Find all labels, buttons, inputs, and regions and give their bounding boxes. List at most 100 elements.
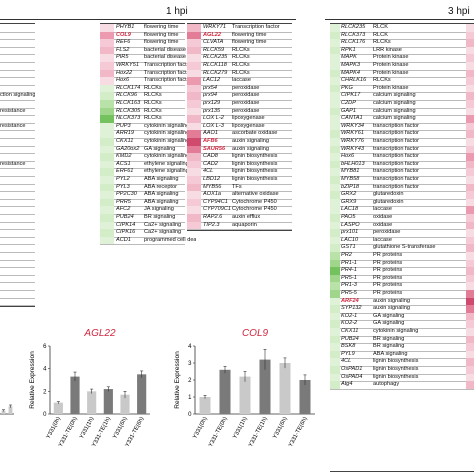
gene-function: cytokinin signaling xyxy=(144,122,190,129)
table-row: GRX2 glutaredoxin xyxy=(330,191,474,200)
heat-swatch-3hpi xyxy=(466,24,474,32)
heat-swatch xyxy=(187,138,201,146)
gene-function: alternative oxidase xyxy=(232,191,279,198)
gene-function: lignin biosynthesis xyxy=(373,358,419,365)
gene-function: cytokinin signaling xyxy=(144,153,190,160)
heat-swatch-3hpi xyxy=(466,84,474,93)
table-row: CANTA1 calcium signaling xyxy=(330,115,474,124)
gene-function: aquaporin xyxy=(232,221,257,228)
heat-swatch-1hpi xyxy=(330,274,340,283)
heat-swatch xyxy=(187,206,201,214)
heat-swatch-3hpi xyxy=(466,176,474,184)
heat-swatch xyxy=(187,198,201,207)
table-row: CLVATA flowering time xyxy=(187,39,292,48)
table-row: RLCK96 RLCKs xyxy=(100,92,185,101)
heat-swatch xyxy=(187,176,201,184)
gene-name: PR5-1 xyxy=(341,274,357,281)
gene-function: transcription factor xyxy=(373,153,420,160)
table-row: CIPK16 Ca2+ signaling xyxy=(100,229,185,238)
gene-name: prx129 xyxy=(203,100,221,106)
heat-swatch-3hpi xyxy=(466,297,474,306)
heat-swatch-3hpi xyxy=(466,259,474,268)
heat-swatch-3hpi xyxy=(466,69,474,78)
function-label xyxy=(0,237,35,245)
heat-swatch xyxy=(187,84,201,93)
heat-swatch xyxy=(100,229,114,237)
gene-function: calcium signaling xyxy=(373,107,416,114)
gene-name: PYL3 xyxy=(116,183,130,190)
y-tick-label: 0 xyxy=(43,412,47,418)
heat-swatch xyxy=(100,100,114,108)
table-row: PRR5 ABA signaling xyxy=(100,198,185,208)
gene-function: oxidase xyxy=(373,214,393,220)
heat-swatch-1hpi xyxy=(330,244,340,252)
table-row xyxy=(0,260,35,269)
table-row: bHLH013 transcription factor xyxy=(330,160,474,170)
gene-name: bZIP18 xyxy=(341,183,360,190)
table-row xyxy=(0,252,35,261)
table-row xyxy=(0,290,35,299)
gene-name: ARR19 xyxy=(116,130,135,137)
heat-swatch-1hpi xyxy=(330,54,340,62)
table-row: LOX L-3 lipoxygenase xyxy=(187,122,292,132)
table-row: LASPO oxidase xyxy=(330,221,474,231)
chart-title: COL9 xyxy=(242,328,269,339)
gene-name: LAC18 xyxy=(341,206,359,213)
bar xyxy=(219,369,231,414)
gene-function: ABA signaling xyxy=(144,191,179,198)
gene-function: auxin signaling xyxy=(373,305,411,312)
heat-swatch xyxy=(100,214,114,222)
table-row: PR5-5 PR proteins xyxy=(330,290,474,299)
heat-swatch-1hpi xyxy=(330,168,340,176)
bar xyxy=(279,363,291,414)
function-label: resistance xyxy=(0,107,26,114)
gene-function: Cytochrome P450 xyxy=(232,198,277,205)
heat-swatch-1hpi xyxy=(330,145,340,154)
heat-swatch xyxy=(100,221,114,230)
bar xyxy=(1,410,6,414)
table-row xyxy=(0,229,35,238)
function-label xyxy=(0,298,35,306)
table-row: PR2 PR proteins xyxy=(330,252,474,261)
heat-swatch xyxy=(100,168,114,176)
heat-swatch xyxy=(187,160,201,169)
heat-swatch-1hpi xyxy=(330,358,340,366)
function-label xyxy=(0,290,35,298)
heat-swatch xyxy=(100,206,114,214)
table-row: MYB56 TFs xyxy=(187,183,292,193)
heat-swatch-1hpi xyxy=(330,62,340,70)
heat-swatch xyxy=(100,153,114,161)
gene-function: Protein kinase xyxy=(373,62,409,68)
gene-function: LRR kinase xyxy=(373,46,402,53)
heat-swatch-1hpi xyxy=(330,100,340,108)
gene-function: BR signaling xyxy=(373,335,405,342)
heat-swatch-1hpi xyxy=(330,24,340,32)
table-row: GAP1 calcium signaling xyxy=(330,107,474,117)
heat-swatch-1hpi xyxy=(330,130,340,138)
gene-name: PIR5 xyxy=(116,54,129,61)
heat-swatch-3hpi xyxy=(466,77,474,85)
table-row: 4CL lignin biosynthesis xyxy=(187,168,292,177)
gene-function: flowering time xyxy=(232,31,267,38)
gene-function: peroxidase xyxy=(232,92,260,99)
function-label xyxy=(0,260,35,268)
table-row: ACS1 ethylene signaling xyxy=(100,160,189,170)
table-row xyxy=(0,199,35,208)
gene-function: laccase xyxy=(232,77,251,84)
gene-function: RLCKs xyxy=(144,107,162,114)
header-rule-right xyxy=(325,19,474,20)
heat-swatch-3hpi xyxy=(466,160,474,169)
gene-name: PR5-5 xyxy=(341,290,357,296)
heat-swatch xyxy=(100,183,114,192)
y-tick-label: 2 xyxy=(43,389,47,395)
heat-swatch-3hpi xyxy=(466,46,474,55)
bar xyxy=(299,380,311,414)
gene-name: prx135 xyxy=(203,107,221,114)
heat-swatch xyxy=(100,115,114,123)
gene-function: RLCK xyxy=(373,31,388,38)
heat-swatch-3hpi xyxy=(466,252,474,260)
table-row xyxy=(0,206,35,215)
gene-name: SAUR56 xyxy=(203,145,226,152)
heat-swatch-3hpi xyxy=(466,183,474,192)
gene-table-col2: WRKY71 Transcription factor AGL22 flowering… xyxy=(187,23,292,231)
